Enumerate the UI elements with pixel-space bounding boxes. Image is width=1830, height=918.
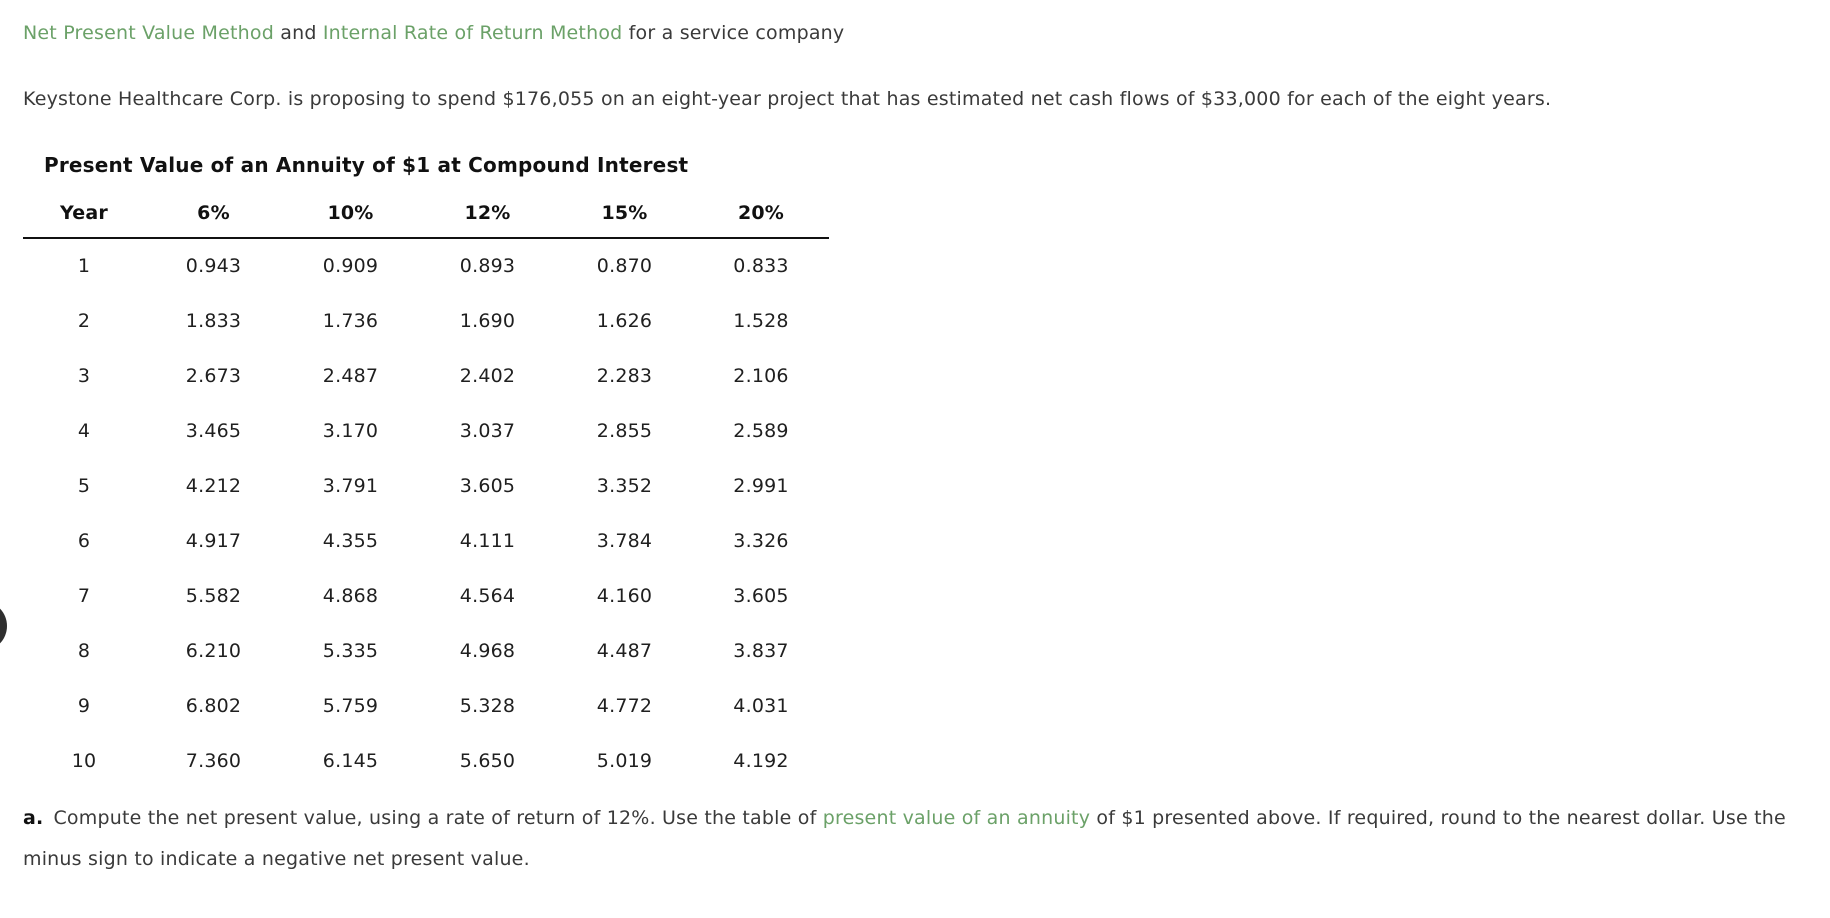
- present-value-annuity-link[interactable]: present value of an annuity: [822, 807, 1091, 829]
- table-cell: 3.791: [322, 474, 379, 497]
- table-cell: 4.772: [596, 694, 653, 717]
- table-cell: 5.328: [459, 694, 516, 717]
- table-row: 6 4.917 4.355 4.111 3.784 3.326: [23, 513, 829, 568]
- table-cell: 9: [77, 694, 91, 717]
- table-row: 7 5.582 4.868 4.564 4.160 3.605: [23, 568, 829, 623]
- table-cell: 5.019: [596, 749, 653, 772]
- irr-method-link[interactable]: Internal Rate of Return Method: [322, 22, 623, 44]
- table-cell: 1.736: [322, 309, 379, 332]
- table-cell: 5: [77, 474, 91, 497]
- table-row: 5 4.212 3.791 3.605 3.352 2.991: [23, 458, 829, 513]
- column-header-15pct: 15%: [556, 202, 693, 239]
- pv-table-body: 1 0.943 0.909 0.893 0.870 0.833 2 1.833 1.736 1.6…: [23, 238, 829, 788]
- heading-conjunction: and: [274, 22, 323, 44]
- table-cell: 1.626: [596, 309, 653, 332]
- column-header-6pct: 6%: [145, 202, 282, 239]
- table-cell: 3.465: [185, 419, 242, 442]
- table-cell: 7.360: [185, 749, 242, 772]
- table-cell: 10: [71, 749, 97, 772]
- table-cell: 1.690: [459, 309, 516, 332]
- table-cell: 4.487: [596, 639, 653, 662]
- table-cell: 3.352: [596, 474, 653, 497]
- table-cell: 5.335: [322, 639, 379, 662]
- question-a-text-after: of $1 presented above. If required, roun…: [23, 807, 1786, 870]
- table-cell: 6.145: [322, 749, 379, 772]
- table-cell: 3.784: [596, 529, 653, 552]
- table-cell: 4.031: [733, 694, 789, 717]
- table-row: 9 6.802 5.759 5.328 4.772 4.031: [23, 678, 829, 733]
- pv-annuity-table: Year 6% 10% 12% 15% 20% 1 0.943 0.909 0.893…: [23, 202, 829, 788]
- table-cell: 3.170: [322, 419, 379, 442]
- column-header-20pct: 20%: [693, 202, 829, 239]
- table-cell: 1.833: [185, 309, 242, 332]
- problem-statement: Keystone Healthcare Corp. is proposing t…: [23, 88, 1552, 110]
- table-cell: 4.160: [596, 584, 653, 607]
- table-cell: 2.487: [322, 364, 379, 387]
- table-cell: 0.909: [322, 255, 379, 277]
- table-cell: 4.212: [185, 474, 242, 497]
- table-cell: 3: [77, 364, 91, 387]
- table-row: 1 0.943 0.909 0.893 0.870 0.833: [23, 238, 829, 293]
- table-cell: 4.192: [733, 749, 789, 772]
- table-cell: 4.917: [185, 529, 242, 552]
- table-cell: 8: [77, 639, 91, 662]
- table-cell: 4.564: [459, 584, 516, 607]
- table-header-row: Year 6% 10% 12% 15% 20%: [23, 202, 829, 239]
- table-cell: 3.037: [459, 419, 516, 442]
- table-cell: 3.837: [733, 639, 789, 662]
- table-cell: 2.991: [733, 474, 789, 497]
- table-cell: 4.111: [459, 529, 516, 552]
- table-cell: 0.943: [185, 255, 242, 277]
- table-cell: 4.968: [459, 639, 516, 662]
- table-row: 2 1.833 1.736 1.690 1.626 1.528: [23, 293, 829, 348]
- table-cell: 0.893: [459, 255, 516, 277]
- column-header-12pct: 12%: [419, 202, 556, 239]
- table-cell: 3.605: [733, 584, 789, 607]
- question-a-label: a.: [23, 807, 44, 829]
- table-cell: 6.802: [185, 694, 242, 717]
- table-cell: 2.283: [596, 364, 653, 387]
- table-cell: 5.582: [185, 584, 242, 607]
- table-cell: 2.855: [596, 419, 653, 442]
- table-row: 8 6.210 5.335 4.968 4.487 3.837: [23, 623, 829, 678]
- left-edge-handle-button[interactable]: [0, 601, 7, 651]
- problem-heading: Net Present Value Method and Internal Ra…: [23, 20, 1807, 46]
- table-cell: 2: [77, 309, 91, 332]
- table-cell: 5.650: [459, 749, 516, 772]
- table-cell: 2.673: [185, 364, 242, 387]
- table-cell: 5.759: [322, 694, 379, 717]
- table-cell: 4.868: [322, 584, 379, 607]
- table-cell: 4: [77, 419, 91, 442]
- table-row: 10 7.360 6.145 5.650 5.019 4.192: [23, 733, 829, 788]
- question-a-text-before: Compute the net present value, using a r…: [53, 807, 823, 829]
- table-row: 3 2.673 2.487 2.402 2.283 2.106: [23, 348, 829, 403]
- table-cell: 7: [77, 584, 91, 607]
- table-cell: 2.106: [733, 364, 789, 387]
- heading-suffix: for a service company: [622, 22, 845, 44]
- table-cell: 3.605: [459, 474, 516, 497]
- table-title: Present Value of an Annuity of $1 at Com…: [44, 153, 689, 177]
- column-header-10pct: 10%: [282, 202, 419, 239]
- question-a: a. Compute the net present value, using a…: [23, 798, 1807, 880]
- table-cell: 1.528: [733, 309, 789, 332]
- table-cell: 0.833: [733, 255, 789, 277]
- table-cell: 1: [77, 255, 91, 277]
- table-cell: 0.870: [596, 255, 653, 277]
- table-row: 4 3.465 3.170 3.037 2.855 2.589: [23, 403, 829, 458]
- table-cell: 6.210: [185, 639, 242, 662]
- table-cell: 3.326: [733, 529, 789, 552]
- table-cell: 2.402: [459, 364, 516, 387]
- column-header-year: Year: [23, 202, 145, 239]
- table-cell: 2.589: [733, 419, 789, 442]
- table-cell: 4.355: [322, 529, 379, 552]
- table-cell: 6: [77, 529, 91, 552]
- npv-method-link[interactable]: Net Present Value Method: [23, 22, 274, 44]
